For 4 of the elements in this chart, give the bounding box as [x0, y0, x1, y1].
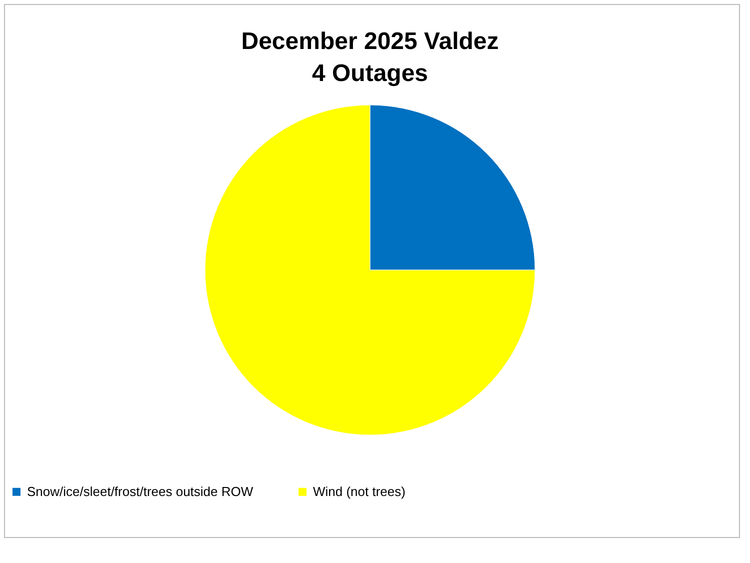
chart-title: December 2025 Valdez 4 Outages [241, 28, 499, 87]
legend-label: Snow/ice/sleet/frost/trees outside ROW [27, 484, 254, 499]
pie-slice [204, 104, 536, 436]
legend-label: Wind (not trees) [313, 484, 406, 499]
